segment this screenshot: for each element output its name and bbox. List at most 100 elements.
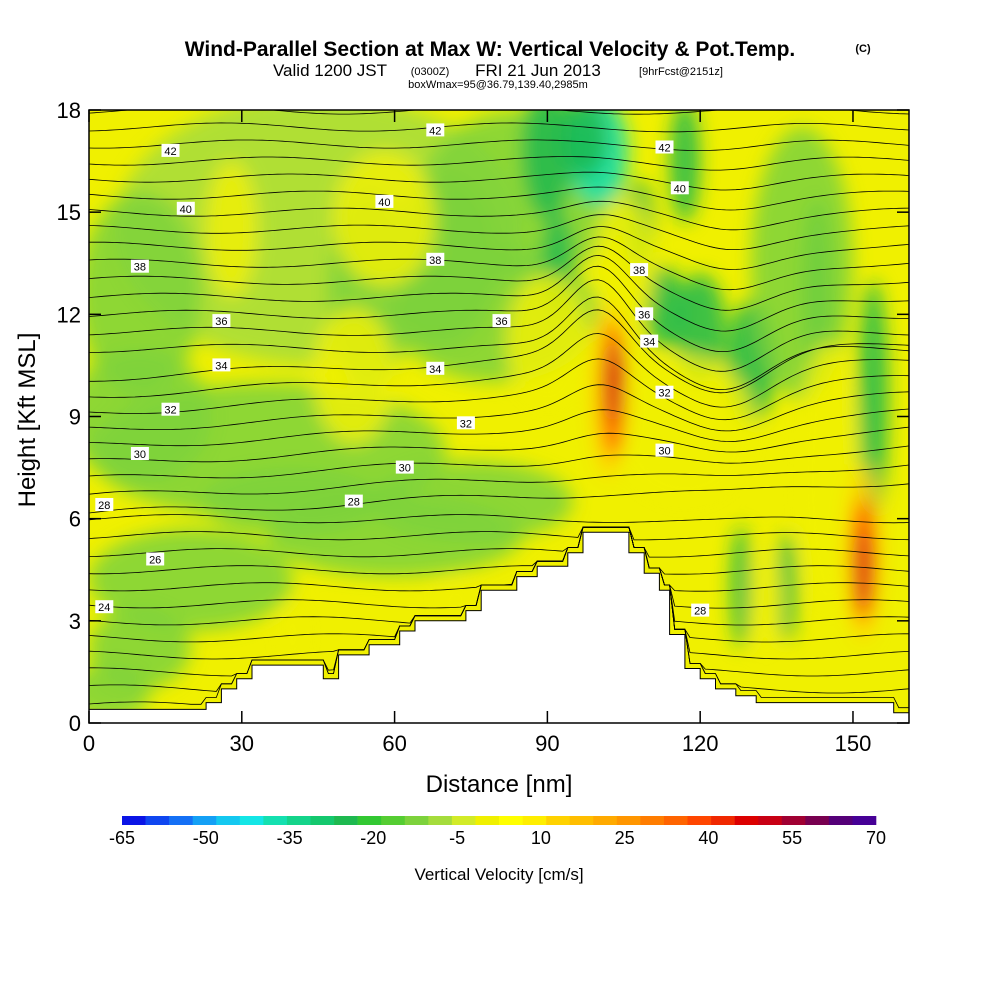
x-tick-label: 150 xyxy=(835,731,872,756)
x-axis-label: Distance [nm] xyxy=(426,771,573,798)
contour-label: 32 xyxy=(164,405,176,417)
contour-label: 42 xyxy=(164,146,176,158)
colorbar-swatch xyxy=(569,816,594,825)
y-tick-label: 12 xyxy=(57,302,81,327)
colorbar-tick-labels: -65 -50 -35 -20 -5 10 25 40 55 70 xyxy=(109,828,886,848)
colorbar-swatch xyxy=(122,816,146,825)
contour-line xyxy=(89,214,909,250)
contour-label-bg xyxy=(655,443,674,457)
contour-label-bg xyxy=(640,334,659,348)
colorbar-swatch xyxy=(334,816,358,825)
contour-label: 40 xyxy=(674,183,686,195)
chart-title: Wind-Parallel Section at Max W: Vertical… xyxy=(185,38,796,61)
colorbar-swatch xyxy=(145,816,170,825)
contour-label-bg xyxy=(635,307,654,321)
contour-line xyxy=(89,156,909,171)
velocity-region xyxy=(593,195,655,332)
contour-line xyxy=(89,122,909,133)
contour-labels: 24 26 28 28 28 30 30 30 32 32 32 34 34 34 36 36 36 38 38 38… xyxy=(95,123,710,618)
colorbar-swatch xyxy=(357,816,382,825)
colorbar-tick-label: 70 xyxy=(866,828,886,848)
contour-line xyxy=(89,265,909,352)
colorbar-tick-label: 10 xyxy=(531,828,551,848)
contour-label-bg xyxy=(426,252,445,266)
velocity-region xyxy=(506,273,589,410)
contour-label: 36 xyxy=(215,316,227,328)
contour-label: 38 xyxy=(134,262,146,274)
colorbar-label: Vertical Velocity [cm/s] xyxy=(414,865,583,884)
contour-label-bg xyxy=(670,181,689,195)
contour-label: 28 xyxy=(348,497,360,509)
contour-label-bg xyxy=(492,314,511,328)
colorbar-swatch xyxy=(805,816,830,825)
colorbar-swatch xyxy=(428,816,453,825)
contour-label-bg xyxy=(95,498,114,511)
contour-line xyxy=(89,254,909,332)
colorbar-tick-label: 25 xyxy=(615,828,635,848)
plot-area: 24 26 28 28 28 30 30 30 32 32 32 34 34 34 36 36 36 38 38 38… xyxy=(89,110,909,723)
contour-label: 28 xyxy=(694,606,706,618)
x-axis-ticks: 0 30 60 90 120 150 xyxy=(83,110,871,756)
x-tick-label: 60 xyxy=(382,731,406,756)
contour-label: 26 xyxy=(149,555,161,567)
colorbar-swatch xyxy=(192,816,217,825)
contour-label-bg xyxy=(212,358,231,372)
contour-label-bg xyxy=(161,402,180,416)
colorbar-swatch xyxy=(239,816,264,825)
title-copyright-mark: (C) xyxy=(855,43,871,55)
colorbar-tick-label: -5 xyxy=(449,828,465,848)
colorbar-swatch xyxy=(451,816,476,825)
contour-label-bg xyxy=(395,460,414,474)
colorbar-tick-label: -20 xyxy=(360,828,386,848)
colorbar-swatch xyxy=(593,816,618,825)
contour-line xyxy=(89,408,909,447)
contour-line xyxy=(89,526,909,592)
contour-label: 32 xyxy=(460,418,472,430)
contour-label: 24 xyxy=(98,602,110,614)
velocity-region xyxy=(857,528,870,611)
contour-line xyxy=(89,483,909,514)
colorbar-swatch xyxy=(522,816,547,825)
contour-label: 32 xyxy=(658,388,670,400)
colorbar-swatch xyxy=(663,816,688,825)
contour-line xyxy=(89,139,909,152)
contour-line xyxy=(89,526,909,575)
contour-line xyxy=(89,226,909,270)
contour-label-bg xyxy=(161,143,180,157)
colorbar-swatch xyxy=(169,816,193,825)
colorbar-tick-label: -65 xyxy=(109,828,135,848)
contour-label: 38 xyxy=(633,265,645,277)
contour-label: 28 xyxy=(98,500,110,512)
y-tick-label: 9 xyxy=(69,405,81,430)
velocity-region xyxy=(89,528,293,632)
x-tick-label: 0 xyxy=(83,731,95,756)
contour-label-bg xyxy=(344,494,363,508)
contour-label-bg xyxy=(212,314,231,328)
x-tick-label: 120 xyxy=(682,731,719,756)
valid-time-zulu: (0300Z) xyxy=(411,66,450,78)
x-tick-label: 30 xyxy=(230,731,254,756)
velocity-region xyxy=(776,532,797,642)
colorbar-tick-label: 40 xyxy=(698,828,718,848)
contour-line xyxy=(89,236,909,291)
colorbar-swatch xyxy=(781,816,806,825)
contour-line xyxy=(89,384,909,432)
contour-label: 30 xyxy=(134,449,146,461)
contour-label-bg xyxy=(630,263,649,277)
velocity-region xyxy=(89,665,151,720)
contour-label: 36 xyxy=(495,316,507,328)
colorbar-swatch xyxy=(263,816,288,825)
contour-label: 30 xyxy=(658,446,670,458)
contour-label-bg xyxy=(146,552,165,566)
forecast-info: [9hrFcst@2151z] xyxy=(639,66,723,78)
y-axis-label: Height [Kft MSL] xyxy=(14,333,41,508)
contour-label: 30 xyxy=(399,463,411,475)
contour-label-bg xyxy=(655,140,674,154)
velocity-region xyxy=(606,341,621,424)
colorbar-swatch xyxy=(310,816,335,825)
y-tick-label: 0 xyxy=(69,711,81,736)
contour-label: 40 xyxy=(378,197,390,209)
colorbar-swatch xyxy=(640,816,665,825)
